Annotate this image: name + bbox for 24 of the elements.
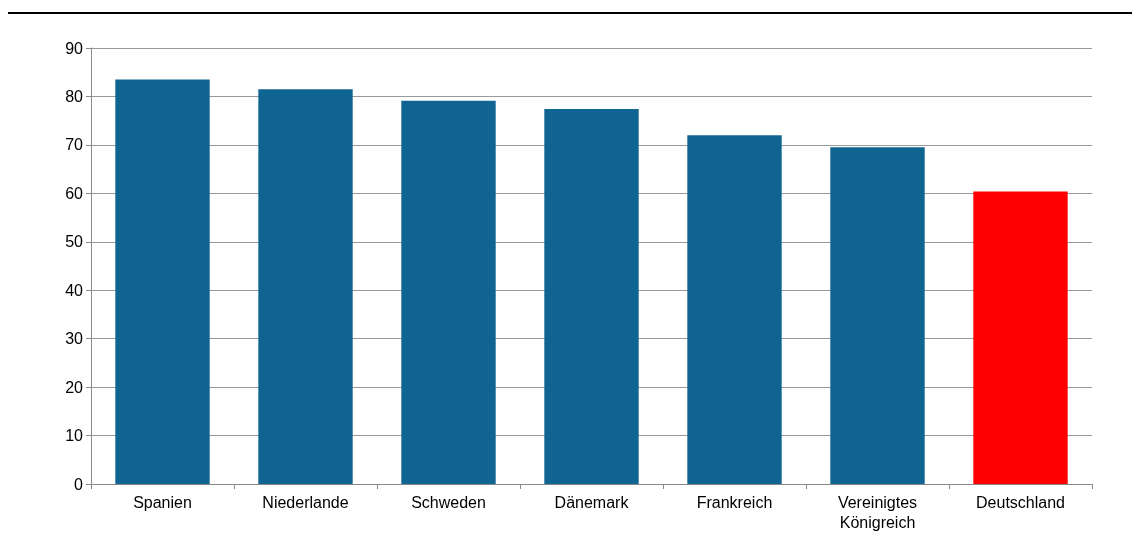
y-tick-label: 50 bbox=[65, 233, 84, 251]
bar bbox=[830, 147, 925, 484]
x-tick-label: Dänemark bbox=[554, 493, 630, 511]
y-tick-label: 90 bbox=[65, 39, 84, 57]
bar bbox=[687, 135, 782, 484]
y-tick-label: 60 bbox=[65, 184, 84, 202]
x-tick-label: Spanien bbox=[133, 493, 192, 511]
y-tick-label: 40 bbox=[65, 281, 84, 299]
x-tick-label: Niederlande bbox=[262, 493, 349, 511]
y-tick-label: 0 bbox=[74, 475, 84, 493]
x-tick-label: Frankreich bbox=[696, 493, 773, 511]
x-tick-label: Vereinigtes Königreich bbox=[837, 493, 918, 531]
bar bbox=[544, 109, 639, 484]
bar bbox=[258, 89, 353, 484]
y-tick-label: 30 bbox=[65, 330, 84, 348]
x-tick-label: Deutschland bbox=[976, 493, 1065, 511]
y-tick-label: 70 bbox=[65, 136, 84, 154]
y-tick-label: 20 bbox=[65, 378, 84, 396]
x-tick-label: Schweden bbox=[411, 493, 486, 511]
bar bbox=[401, 100, 496, 484]
bar bbox=[973, 191, 1068, 484]
y-tick-label: 80 bbox=[65, 87, 84, 105]
bar bbox=[115, 79, 210, 484]
y-tick-label: 10 bbox=[65, 427, 84, 445]
